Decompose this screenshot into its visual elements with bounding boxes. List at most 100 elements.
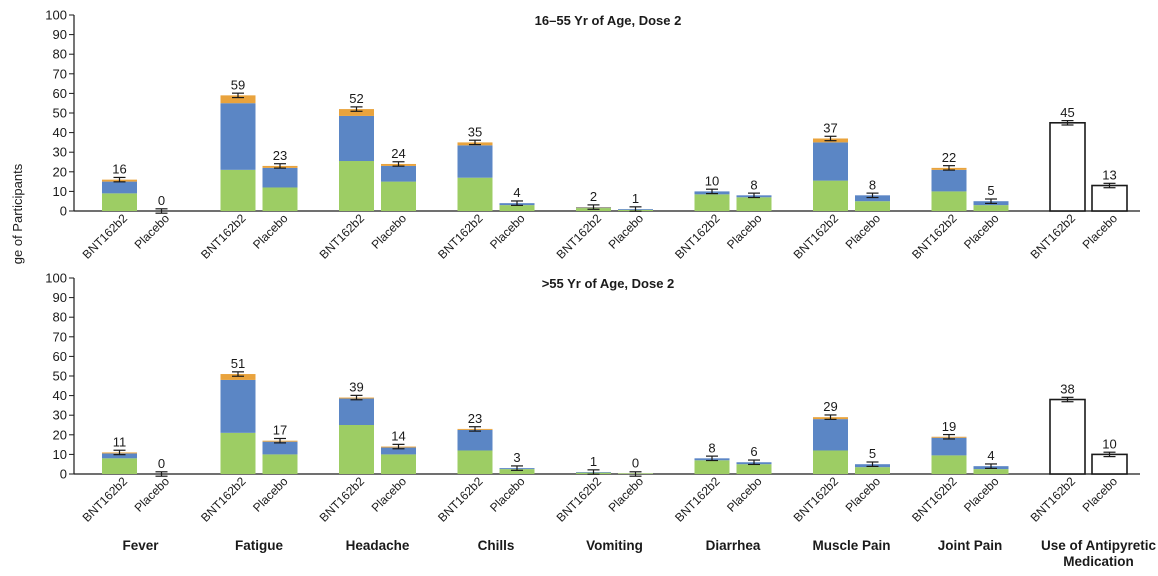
value-label: 3: [513, 450, 520, 465]
bar-outline: [1049, 398, 1086, 475]
bar-segment-moderate: [931, 169, 967, 192]
bar-headache-bnt162b2: 39 BNT162b2: [317, 380, 374, 525]
bar-fatigue-bnt162b2: 51 BNT162b2: [198, 356, 256, 525]
value-label: 1: [632, 191, 639, 206]
bar-segment-moderate: [339, 115, 374, 162]
value-label: 16: [112, 162, 126, 177]
value-label: 13: [1102, 168, 1116, 183]
bar-segment-mild: [499, 205, 535, 211]
bar-fever-bnt162b2: 11 BNT162b2: [80, 434, 137, 525]
y-tick-label: 100: [45, 8, 67, 23]
x-tick-label: BNT162b2: [554, 211, 605, 262]
bar-segment-severe: [220, 95, 256, 104]
bar-diarrhea-bnt162b2: 8 BNT162b2: [672, 440, 730, 525]
y-tick-label: 20: [53, 427, 67, 442]
x-tick-label: Placebo: [132, 474, 173, 515]
y-tick-label: 40: [53, 125, 67, 140]
y-tick-label: 60: [53, 349, 67, 364]
y-tick-label: 90: [53, 27, 67, 42]
value-label: 0: [632, 455, 639, 470]
bar-use-of-antipyretic-medication-bnt162b2: 45 BNT162b2: [1028, 105, 1086, 262]
bar-vomiting-bnt162b2: 1 BNT162b2: [554, 454, 611, 525]
value-label: 45: [1060, 105, 1074, 120]
value-label: 39: [349, 380, 363, 395]
x-tick-label: BNT162b2: [198, 211, 249, 262]
value-label: 14: [391, 429, 405, 444]
y-tick-label: 80: [53, 47, 67, 62]
x-tick-label: Placebo: [724, 211, 765, 252]
x-tick-label: Placebo: [843, 474, 884, 515]
bar-segment-mild: [736, 464, 772, 474]
bar-segment-mild: [102, 458, 137, 474]
value-label: 5: [869, 446, 876, 461]
category-label: Fever: [122, 538, 159, 553]
bar-segment-mild: [931, 191, 967, 211]
category-label: Fatigue: [235, 538, 283, 553]
bar-segment-moderate: [813, 419, 848, 451]
bar-segment-moderate: [813, 142, 848, 181]
bar-segment-moderate: [457, 145, 493, 178]
y-tick-label: 10: [53, 184, 67, 199]
category-label: Diarrhea: [706, 538, 761, 553]
bar-segment-mild: [813, 450, 848, 474]
bar-headache-placebo: 14 Placebo: [369, 429, 416, 515]
bar-segment-mild: [381, 181, 416, 211]
y-tick-label: 80: [53, 310, 67, 325]
bar-segment-mild: [262, 187, 298, 211]
panel-title: >55 Yr of Age, Dose 2: [542, 276, 675, 291]
bar-outline: [1049, 122, 1086, 212]
x-tick-label: BNT162b2: [317, 474, 368, 525]
bar-joint-pain-bnt162b2: 19 BNT162b2: [909, 419, 967, 525]
bar-chills-bnt162b2: 23 BNT162b2: [435, 411, 493, 525]
bar-fever-placebo: 0 Placebo: [132, 193, 173, 252]
x-tick-label: Placebo: [961, 474, 1002, 515]
x-tick-label: BNT162b2: [909, 211, 960, 262]
bar-fever-placebo: 0 Placebo: [132, 456, 173, 515]
bar-joint-pain-placebo: 4 Placebo: [961, 448, 1009, 515]
x-tick-label: BNT162b2: [198, 474, 249, 525]
category-label-line: Medication: [1063, 554, 1134, 569]
value-label: 35: [468, 124, 482, 139]
x-tick-label: BNT162b2: [1028, 211, 1079, 262]
x-tick-label: Placebo: [606, 211, 647, 252]
bar-fatigue-placebo: 23 Placebo: [250, 148, 298, 252]
panel-1: 16–55 Yr of Age, Dose 201020304050607080…: [45, 8, 1140, 262]
x-tick-label: Placebo: [843, 211, 884, 252]
y-tick-label: 50: [53, 106, 67, 121]
bar-segment-mild: [855, 201, 890, 211]
value-label: 8: [750, 177, 757, 192]
bar-muscle-pain-placebo: 8 Placebo: [843, 177, 890, 252]
x-tick-label: BNT162b2: [80, 211, 131, 262]
category-label-line: Use of Antipyretic: [1041, 538, 1157, 553]
bar-outline: [1091, 184, 1128, 212]
bar-segment-moderate: [220, 379, 256, 433]
bar-segment-moderate: [381, 447, 416, 455]
bar-diarrhea-bnt162b2: 10 BNT162b2: [672, 173, 730, 262]
bar-segment-mild: [855, 467, 890, 474]
bar-use-of-antipyretic-medication-bnt162b2: 38 BNT162b2: [1028, 382, 1086, 525]
bar-diarrhea-placebo: 6 Placebo: [724, 444, 772, 515]
x-tick-label: Placebo: [487, 211, 528, 252]
bar-segment-mild: [102, 193, 137, 211]
bar-joint-pain-placebo: 5 Placebo: [961, 183, 1009, 252]
y-tick-label: 30: [53, 408, 67, 423]
value-label: 0: [158, 456, 165, 471]
bar-segment-mild: [220, 169, 256, 211]
bar-segment-moderate: [220, 103, 256, 170]
bar-segment-mild: [694, 194, 730, 211]
x-tick-label: Placebo: [132, 211, 173, 252]
value-label: 17: [273, 423, 287, 438]
value-label: 37: [823, 120, 837, 135]
x-tick-label: BNT162b2: [909, 474, 960, 525]
x-tick-label: BNT162b2: [80, 474, 131, 525]
value-label: 4: [513, 185, 520, 200]
bar-vomiting-bnt162b2: 2 BNT162b2: [554, 189, 611, 262]
bar-segment-mild: [339, 161, 374, 211]
y-tick-label: 40: [53, 388, 67, 403]
bar-muscle-pain-bnt162b2: 29 BNT162b2: [791, 399, 848, 525]
bar-segment-mild: [262, 454, 298, 474]
x-tick-label: BNT162b2: [435, 474, 486, 525]
bar-segment-moderate: [102, 181, 137, 194]
bar-segment-mild: [973, 205, 1009, 211]
